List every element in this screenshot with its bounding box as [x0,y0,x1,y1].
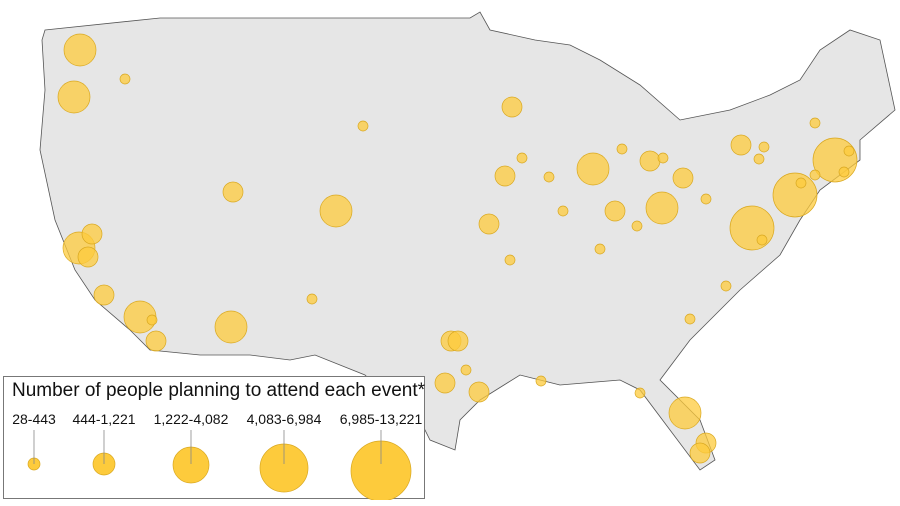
event-bubble [306,293,318,305]
event-bubble [460,364,472,376]
event-bubble [809,169,821,181]
event-bubble [730,134,752,156]
event-bubble [222,181,244,203]
event-bubbles [57,33,858,464]
event-bubble [838,166,850,178]
event-bubble [758,141,770,153]
event-bubble [468,381,490,403]
event-bubble [516,152,528,164]
legend-bin-label: 6,985-13,221 [339,411,423,427]
event-bubble [319,194,353,228]
event-bubble [700,193,712,205]
event-bubble [504,254,516,266]
legend-bin-label: 4,083-6,984 [246,411,322,427]
event-bubble [478,213,500,235]
event-bubble [434,372,456,394]
event-bubble [494,165,516,187]
event-bubble [639,150,661,172]
us-outline [39,11,896,471]
legend: Number of people planning to attend each… [3,376,426,500]
event-bubble [535,375,547,387]
event-bubble [77,246,99,268]
event-bubble [543,171,555,183]
event-bubble [657,152,669,164]
legend-bin-label: 444-1,221 [72,411,136,427]
event-bubble [843,145,855,157]
event-bubble [57,80,91,114]
legend-title: Number of people planning to attend each… [12,380,426,401]
event-bubble [146,314,158,326]
event-bubble [616,143,628,155]
event-bubble [753,153,765,165]
event-bubble [447,330,469,352]
event-bubble [689,442,711,464]
event-bubble [501,96,523,118]
event-bubble [631,220,643,232]
event-bubble [684,313,696,325]
event-bubble [81,223,103,245]
event-bubble [357,120,369,132]
legend-symbols [27,430,412,500]
event-bubble [756,234,768,246]
event-bubble [604,200,626,222]
event-bubble [93,284,115,306]
event-bubble [145,330,167,352]
event-bubble [119,73,131,85]
event-bubble [594,243,606,255]
event-bubble [668,396,702,430]
event-bubble [772,172,818,218]
event-bubble [557,205,569,217]
event-bubble [809,117,821,129]
event-bubble [214,310,248,344]
legend-bin-label: 1,222-4,082 [153,411,229,427]
event-bubble [795,177,807,189]
event-bubble [634,387,646,399]
event-bubble [645,191,679,225]
legend-bin-label: 28-443 [12,411,56,427]
event-bubble [576,152,610,186]
event-bubble [672,167,694,189]
event-bubble [720,280,732,292]
event-bubble [63,33,97,67]
event-bubble [729,205,775,251]
